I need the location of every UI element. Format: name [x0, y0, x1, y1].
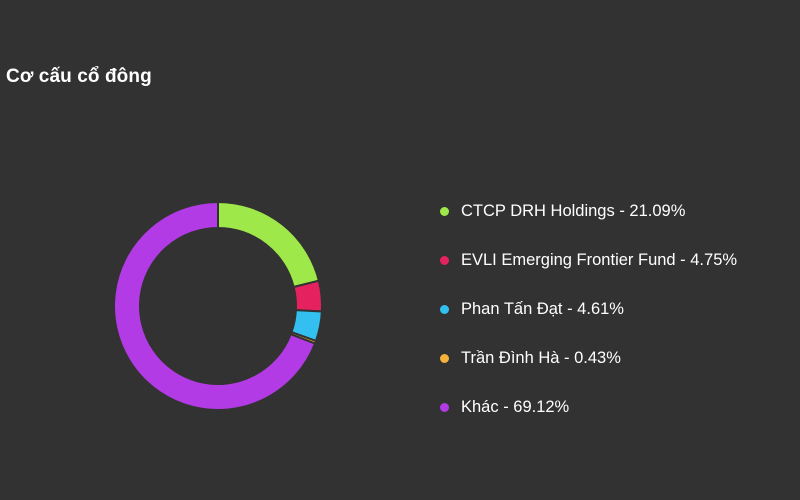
donut-chart: [113, 200, 323, 411]
legend-label-4: Khác - 69.12%: [461, 397, 570, 416]
legend-item-1[interactable]: EVLI Emerging Frontier Fund - 4.75%: [440, 245, 737, 275]
donut-slice-4[interactable]: [113, 200, 317, 411]
legend-label-1: EVLI Emerging Frontier Fund - 4.75%: [461, 250, 738, 269]
legend-marker-4: [440, 402, 449, 412]
donut-slice-1[interactable]: [292, 279, 323, 313]
legend-item-0[interactable]: CTCP DRH Holdings - 21.09%: [440, 196, 737, 226]
legend-label-0: CTCP DRH Holdings - 21.09%: [461, 201, 686, 220]
chart-legend: CTCP DRH Holdings - 21.09% EVLI Emerging …: [440, 196, 737, 441]
legend-label-3: Trần Đình Hà - 0.43%: [461, 348, 621, 367]
legend-item-3[interactable]: Trần Đình Hà - 0.43%: [440, 343, 737, 373]
legend-marker-1: [440, 255, 449, 265]
legend-item-2[interactable]: Phan Tấn Đạt - 4.61%: [440, 294, 737, 324]
legend-marker-2: [440, 304, 449, 314]
legend-marker-0: [440, 206, 449, 216]
chart-title: Cơ cấu cổ đông: [6, 66, 152, 87]
legend-item-4[interactable]: Khác - 69.12%: [440, 392, 737, 422]
legend-label-2: Phan Tấn Đạt - 4.61%: [461, 299, 624, 318]
legend-marker-3: [440, 353, 449, 363]
donut-slice-0[interactable]: [217, 200, 321, 289]
